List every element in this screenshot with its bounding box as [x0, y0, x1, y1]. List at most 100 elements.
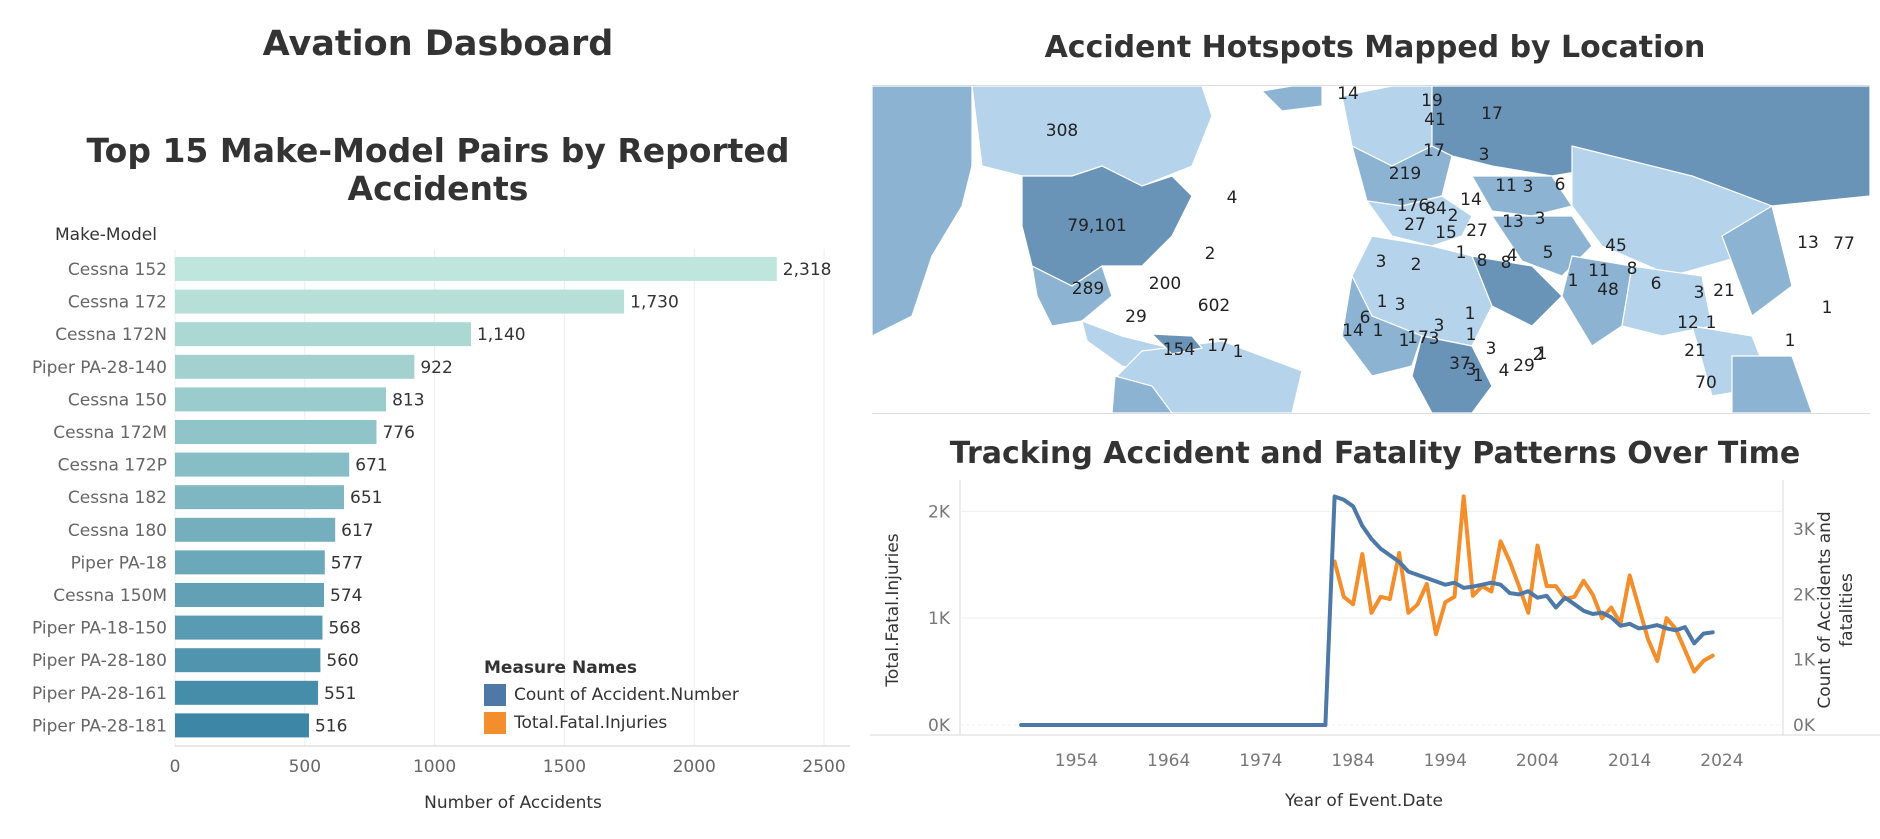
bar-x-tick-label: 2500: [802, 757, 845, 777]
legend-label-count: Count of Accident.Number: [514, 685, 739, 705]
bar-x-tick-label: 1000: [413, 757, 456, 777]
map-count-label: 1: [1465, 325, 1477, 345]
region-andes: [1111, 375, 1173, 413]
map-count-label: 11: [1495, 176, 1517, 196]
map-count-label: 1: [1455, 243, 1467, 263]
line-y-axis-right-label-part2: fatalities: [1837, 573, 1857, 647]
line-series-count: [1019, 494, 1715, 727]
region-mexico: [1031, 264, 1113, 327]
bar-category-label: Piper PA-28-181: [32, 716, 167, 736]
line-x-tick-label: 1974: [1239, 751, 1282, 771]
bar-category-label: Piper PA-18: [71, 553, 167, 573]
map-count-label: 3: [1375, 252, 1387, 272]
map-count-label: 17: [1481, 104, 1503, 124]
bar-marks: Cessna 152 2,318 Cessna 172 1,730 Cessna 172…: [32, 257, 831, 738]
map-count-label: 6: [1554, 175, 1566, 195]
legend-item-fatal[interactable]: Total.Fatal.Injuries: [484, 712, 804, 734]
bar-category-label: Cessna 152: [68, 260, 167, 280]
map-count-label: 21: [1684, 341, 1706, 361]
map-count-label: 3: [1465, 360, 1477, 380]
map-count-label: 1: [1821, 298, 1833, 318]
map-count-label: 3: [1522, 177, 1534, 197]
map-count-label: 37: [1449, 354, 1471, 374]
line-y-right-tick-label: 1K: [1793, 651, 1816, 671]
map-count-label: 3: [1485, 339, 1497, 359]
bar: [175, 615, 323, 640]
map-count-label: 4: [1506, 246, 1518, 266]
map-count-label: 45: [1605, 236, 1627, 256]
bar: [175, 550, 325, 575]
map-count-label: 1: [1232, 342, 1244, 362]
bar: [175, 680, 319, 705]
map-count-label: 1: [1398, 331, 1410, 351]
region-india: [1561, 255, 1633, 347]
line-y-axis-left-label: Total.Fatal.Injuries: [883, 533, 903, 687]
line-x-tick-label: 2004: [1516, 751, 1559, 771]
map-count-label: 2: [1447, 206, 1459, 226]
region-west-africa: [1341, 274, 1423, 377]
bar: [175, 648, 321, 673]
line-chart-series: [1019, 494, 1715, 727]
bar-value-label: 617: [341, 521, 373, 541]
map-count-label: 21: [1713, 281, 1735, 301]
bar-category-label: Piper PA-28-140: [32, 358, 167, 378]
region-middle-east: [1471, 255, 1563, 327]
line-x-tick-label: 1954: [1055, 751, 1098, 771]
bar-category-label: Piper PA-18-150: [32, 619, 167, 639]
map-count-label: 27: [1404, 215, 1426, 235]
line-x-tick-label: 1984: [1331, 751, 1374, 771]
map-count-label: 79,101: [1067, 216, 1127, 236]
world-map[interactable]: 308 79,101 289 200 29 602 154 17 1 2 4 14 41 19 17 17 3 2…: [872, 85, 1870, 414]
legend-swatch-fatal: [484, 712, 506, 734]
map-count-label: 2: [1204, 244, 1216, 264]
map-count-label: 77: [1833, 234, 1855, 254]
bar-row-header: Make-Model: [55, 225, 157, 245]
map-count-label: 84: [1425, 199, 1447, 219]
bar: [175, 485, 345, 510]
map-count-label: 2: [1410, 255, 1422, 275]
bar-value-label: 776: [382, 423, 414, 443]
bar-category-label: Cessna 172P: [58, 456, 167, 476]
bar-value-label: 922: [420, 358, 452, 378]
region-caribbean: [1150, 333, 1204, 355]
line-y-left-tick-label: 0K: [928, 716, 951, 736]
line-chart-frame: [870, 480, 1880, 736]
map-count-label: 17: [1207, 336, 1229, 356]
map-count-label: 48: [1597, 280, 1619, 300]
map-count-label: 308: [1045, 121, 1079, 141]
line-x-tick-label: 1994: [1424, 751, 1467, 771]
bar: [175, 420, 377, 444]
line-y-right-tick-label: 2K: [1793, 585, 1816, 605]
map-count-label: 17: [1407, 328, 1429, 348]
map-count-label: 4: [1226, 188, 1238, 208]
legend: Measure Names Count of Accident.Number T…: [484, 658, 804, 734]
line-y-right-tick-label: 0K: [1793, 716, 1816, 736]
region-europe-south: [1365, 195, 1473, 247]
map-count-label: 14: [1342, 321, 1364, 341]
dashboard-title: Avation Dasboard: [262, 24, 614, 64]
map-count-label: 13: [1797, 233, 1819, 253]
map-count-label: 1: [1376, 292, 1388, 312]
region-central-africa: [1411, 335, 1493, 413]
map-regions: [872, 86, 1870, 413]
line-y-left-tick-label: 2K: [928, 502, 951, 522]
region-east-asia: [1721, 205, 1793, 317]
line-y-right-tick-label: 3K: [1793, 520, 1816, 540]
region-china: [1571, 145, 1773, 277]
map-count-label: 27: [1466, 221, 1488, 241]
legend-item-count[interactable]: Count of Accident.Number: [484, 684, 804, 706]
map-count-label: 70: [1695, 373, 1717, 393]
map-count-label: 219: [1388, 164, 1422, 184]
bar-value-label: 560: [326, 651, 358, 671]
map-count-label: 1: [1372, 321, 1384, 341]
bar-value-label: 813: [392, 390, 424, 410]
bar: [175, 387, 387, 412]
line-chart: 0K 1K 2K 0K 1K 2K 3K 1954 1964 1974 1984 1994 2004 20…: [870, 480, 1880, 811]
legend-swatch-count: [484, 684, 506, 706]
map-count-label: 41: [1424, 110, 1446, 130]
map-count-label: 3: [1478, 145, 1490, 165]
region-australia: [1731, 355, 1813, 413]
map-count-label: 3: [1534, 209, 1546, 229]
bar-category-label: Cessna 180: [68, 521, 167, 541]
bar-category-label: Piper PA-28-180: [32, 651, 167, 671]
